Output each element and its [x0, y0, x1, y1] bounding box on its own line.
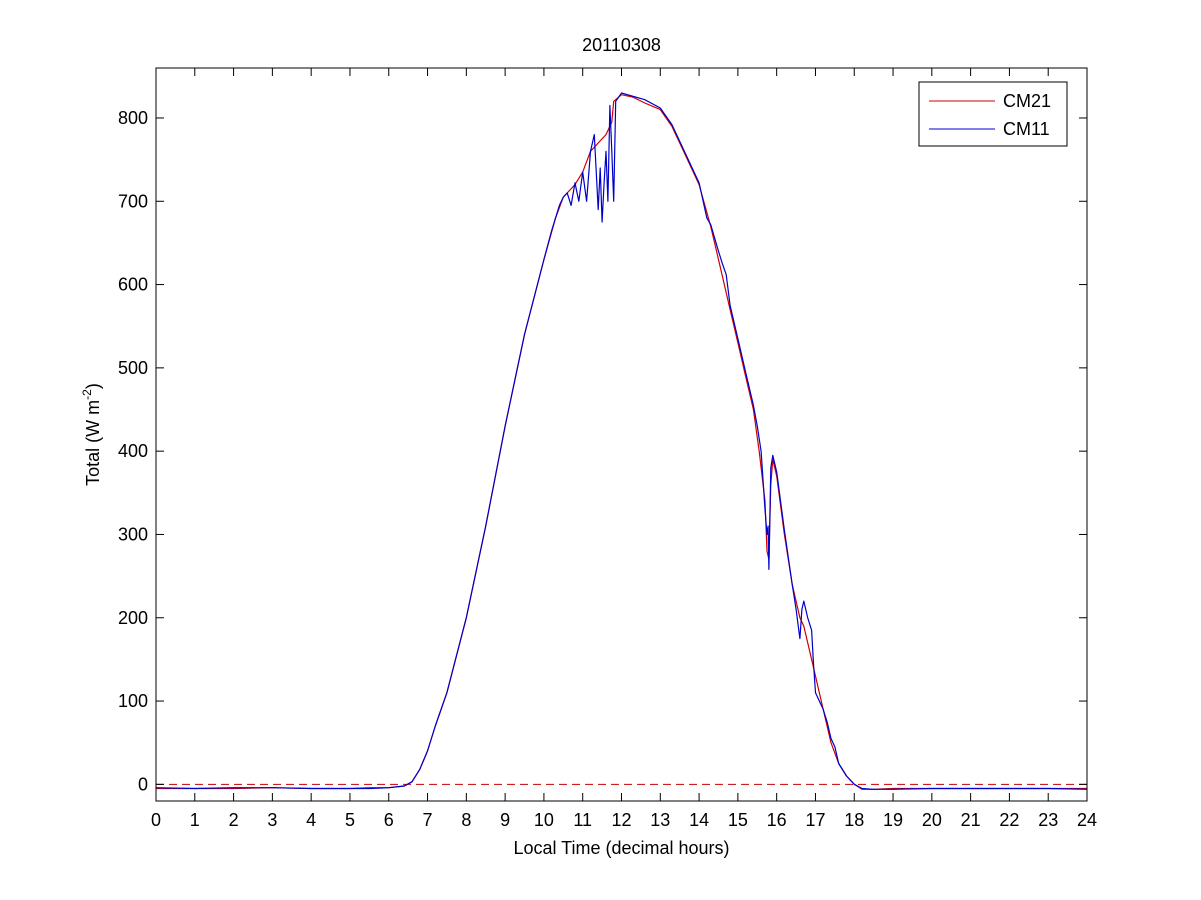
x-tick-label: 1 — [190, 810, 200, 830]
legend-label-cm11: CM11 — [1003, 119, 1050, 139]
y-tick-label: 100 — [118, 691, 148, 711]
x-tick-label: 15 — [728, 810, 748, 830]
x-tick-label: 23 — [1038, 810, 1058, 830]
y-axis-label-close: ) — [83, 383, 103, 389]
x-tick-label: 4 — [306, 810, 316, 830]
y-tick-label: 800 — [118, 108, 148, 128]
x-tick-label: 21 — [961, 810, 981, 830]
y-tick-label: 500 — [118, 358, 148, 378]
x-tick-label: 8 — [461, 810, 471, 830]
x-tick-label: 24 — [1077, 810, 1097, 830]
y-tick-label: 600 — [118, 275, 148, 295]
chart-title: 20110308 — [582, 35, 661, 55]
x-tick-label: 7 — [423, 810, 433, 830]
x-tick-label: 14 — [689, 810, 709, 830]
y-axis-label-superscript: -2 — [80, 389, 94, 400]
x-tick-label: 19 — [883, 810, 903, 830]
x-tick-label: 18 — [844, 810, 864, 830]
x-tick-label: 2 — [229, 810, 239, 830]
x-tick-label: 0 — [151, 810, 161, 830]
y-tick-label: 400 — [118, 441, 148, 461]
x-tick-label: 5 — [345, 810, 355, 830]
y-tick-label: 300 — [118, 524, 148, 544]
series-layer — [155, 92, 1088, 790]
x-tick-label: 13 — [650, 810, 670, 830]
legend: CM21 CM11 — [918, 81, 1068, 147]
legend-box — [918, 81, 1068, 147]
x-tick-label: 22 — [999, 810, 1019, 830]
x-tick-label: 11 — [573, 810, 592, 830]
y-axis-label: Total (W m-2) — [80, 383, 103, 486]
y-tick-label: 0 — [138, 774, 148, 794]
x-tick-label: 6 — [384, 810, 394, 830]
x-tick-label: 17 — [805, 810, 825, 830]
y-tick-label: 200 — [118, 608, 148, 628]
x-tick-label: 9 — [500, 810, 510, 830]
x-axis-label: Local Time (decimal hours) — [513, 838, 729, 858]
y-axis-label-main: Total (W m — [83, 400, 103, 486]
x-tick-label: 20 — [922, 810, 942, 830]
series-line-cm11 — [155, 92, 1088, 790]
tick-layer: 0 1 2 3 4 5 6 7 8 9 10 11 12 13 14 15 16 17 18 19 20 21 22 23 24… — [118, 68, 1097, 830]
x-tick-label: 16 — [767, 810, 787, 830]
x-tick-label: 12 — [611, 810, 631, 830]
plot-area — [156, 68, 1087, 801]
x-tick-label: 3 — [267, 810, 277, 830]
legend-label-cm21: CM21 — [1003, 91, 1051, 111]
y-tick-label: 700 — [118, 191, 148, 211]
x-tick-label: 10 — [534, 810, 554, 830]
